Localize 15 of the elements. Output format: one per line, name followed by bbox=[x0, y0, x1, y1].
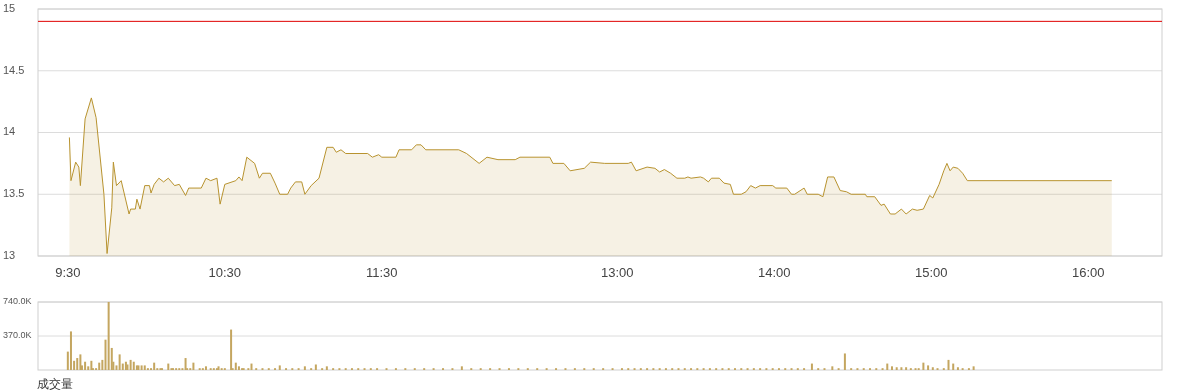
y-tick-label: 370.0K bbox=[3, 330, 32, 341]
x-tick-label: 14:00 bbox=[757, 265, 791, 280]
y-tick-label: 14.5 bbox=[3, 63, 25, 76]
y-tick-label: 15 bbox=[3, 1, 16, 14]
y-tick-label: 13 bbox=[3, 248, 16, 261]
x-tick-label: 11:30 bbox=[366, 265, 398, 280]
y-tick-label: 740.0K bbox=[3, 296, 32, 307]
x-tick-label: 16:00 bbox=[1071, 265, 1105, 280]
x-tick-label: 13:00 bbox=[600, 265, 634, 280]
y-tick-label: 13.5 bbox=[3, 187, 25, 200]
text: 成交量 bbox=[37, 377, 73, 391]
x-tick-label: 10:30 bbox=[208, 265, 242, 280]
x-tick-label: 15:00 bbox=[914, 265, 948, 280]
y-tick-label: 14 bbox=[3, 125, 16, 138]
x-tick-label: 9:30 bbox=[55, 265, 81, 280]
